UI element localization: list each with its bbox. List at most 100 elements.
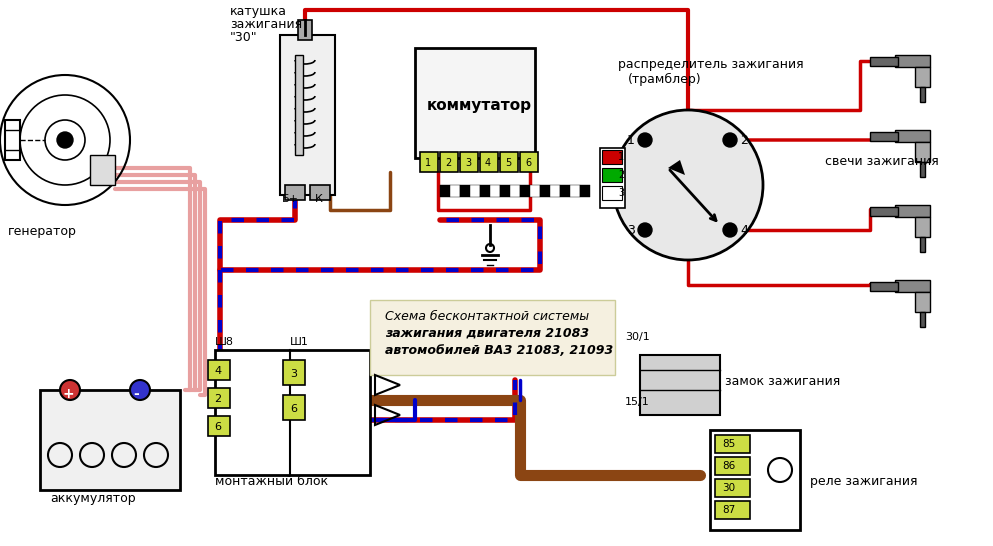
Bar bbox=[895, 280, 930, 292]
Bar bbox=[715, 435, 750, 453]
Bar bbox=[285, 185, 305, 200]
Bar bbox=[520, 185, 530, 197]
Bar bbox=[283, 395, 305, 420]
Bar bbox=[530, 185, 540, 197]
Circle shape bbox=[723, 133, 737, 147]
Circle shape bbox=[638, 223, 652, 237]
Bar bbox=[280, 35, 335, 195]
Text: 3: 3 bbox=[627, 224, 635, 237]
Bar bbox=[40, 390, 180, 490]
Text: автомобилей ВАЗ 21083, 21093: автомобилей ВАЗ 21083, 21093 bbox=[385, 344, 614, 357]
Bar bbox=[602, 186, 622, 200]
Text: монтажный блок: монтажный блок bbox=[215, 475, 328, 488]
Text: замок зажигания: замок зажигания bbox=[725, 375, 840, 388]
Bar bbox=[710, 430, 800, 530]
Bar bbox=[510, 185, 520, 197]
Bar bbox=[310, 185, 330, 200]
Bar bbox=[540, 185, 550, 197]
Text: 2: 2 bbox=[740, 134, 748, 147]
Text: -: - bbox=[133, 387, 139, 401]
Bar bbox=[440, 185, 450, 197]
Bar bbox=[580, 185, 590, 197]
Text: распределитель зажигания: распределитель зажигания bbox=[618, 58, 803, 71]
Bar bbox=[550, 185, 560, 197]
Bar bbox=[870, 132, 898, 141]
Bar bbox=[208, 360, 230, 380]
Text: реле зажигания: реле зажигания bbox=[810, 475, 918, 488]
Bar bbox=[470, 185, 480, 197]
Bar bbox=[920, 87, 925, 102]
Bar bbox=[370, 300, 615, 375]
Bar bbox=[895, 55, 930, 67]
Bar bbox=[715, 501, 750, 519]
Bar bbox=[920, 312, 925, 327]
Bar bbox=[915, 292, 930, 312]
Bar bbox=[450, 185, 460, 197]
Text: Ш8: Ш8 bbox=[215, 337, 234, 347]
Text: 30/1: 30/1 bbox=[625, 332, 649, 342]
Bar bbox=[895, 130, 930, 142]
Bar bbox=[870, 207, 898, 216]
Bar bbox=[915, 142, 930, 162]
Bar bbox=[440, 152, 458, 172]
Polygon shape bbox=[668, 160, 685, 175]
Bar bbox=[460, 152, 478, 172]
Text: 2: 2 bbox=[214, 394, 221, 404]
Circle shape bbox=[723, 223, 737, 237]
Text: свечи зажигания: свечи зажигания bbox=[825, 155, 938, 168]
Circle shape bbox=[60, 380, 80, 400]
Text: 5: 5 bbox=[505, 158, 511, 168]
Text: Схема бесконтактной системы: Схема бесконтактной системы bbox=[385, 310, 589, 323]
Text: "30": "30" bbox=[230, 31, 257, 44]
Text: Б+: Б+ bbox=[282, 194, 299, 204]
Bar bbox=[415, 48, 535, 158]
Bar bbox=[895, 205, 930, 217]
Text: 30: 30 bbox=[722, 483, 735, 493]
Text: 6: 6 bbox=[525, 158, 531, 168]
Bar bbox=[715, 457, 750, 475]
Bar bbox=[90, 155, 115, 185]
Text: 6: 6 bbox=[290, 404, 297, 414]
Bar bbox=[500, 152, 518, 172]
Text: 1: 1 bbox=[425, 158, 431, 168]
Text: 4: 4 bbox=[214, 366, 221, 376]
Text: 4: 4 bbox=[485, 158, 492, 168]
Bar bbox=[570, 185, 580, 197]
Text: 2: 2 bbox=[618, 170, 625, 180]
Bar bbox=[295, 55, 303, 155]
Text: генератор: генератор bbox=[8, 225, 76, 238]
Bar bbox=[298, 20, 312, 40]
Text: 3: 3 bbox=[618, 188, 625, 198]
Bar bbox=[602, 150, 622, 164]
Circle shape bbox=[638, 133, 652, 147]
Text: (трамблер): (трамблер) bbox=[628, 73, 702, 86]
Text: 86: 86 bbox=[722, 461, 735, 471]
Text: 3: 3 bbox=[290, 369, 297, 379]
Bar bbox=[920, 237, 925, 252]
Text: К: К bbox=[315, 194, 323, 204]
Text: 3: 3 bbox=[465, 158, 471, 168]
Bar bbox=[920, 162, 925, 177]
Bar bbox=[460, 185, 470, 197]
Bar bbox=[420, 152, 438, 172]
Text: 1: 1 bbox=[627, 134, 635, 147]
Bar bbox=[600, 148, 625, 208]
Text: коммутатор: коммутатор bbox=[427, 98, 532, 113]
Text: 1: 1 bbox=[618, 152, 625, 162]
Text: 85: 85 bbox=[722, 439, 735, 449]
Text: Ш1: Ш1 bbox=[290, 337, 309, 347]
Bar bbox=[520, 152, 538, 172]
Bar bbox=[870, 282, 898, 291]
Bar bbox=[915, 217, 930, 237]
Bar bbox=[500, 185, 510, 197]
Bar bbox=[870, 57, 898, 66]
Text: аккумулятор: аккумулятор bbox=[50, 492, 136, 505]
Bar bbox=[208, 416, 230, 436]
Text: катушка: катушка bbox=[230, 5, 287, 18]
Bar bbox=[640, 355, 720, 415]
Text: 87: 87 bbox=[722, 505, 735, 515]
Text: 2: 2 bbox=[445, 158, 451, 168]
Bar bbox=[215, 350, 370, 475]
Circle shape bbox=[613, 110, 763, 260]
Bar bbox=[602, 168, 622, 182]
